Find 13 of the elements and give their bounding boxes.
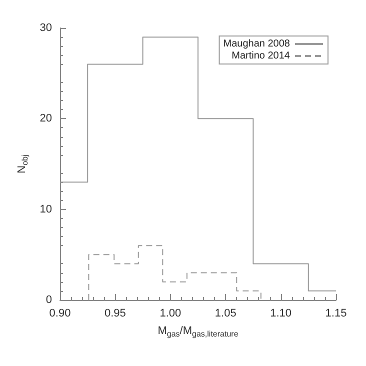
y-tick-label: 20 bbox=[40, 112, 52, 125]
x-tick-label: 1.00 bbox=[160, 308, 182, 320]
y-tick-label: 30 bbox=[40, 22, 52, 34]
x-tick-label: 1.05 bbox=[214, 308, 236, 320]
legend-label: Martino 2014 bbox=[232, 50, 290, 62]
x-tick-label: 1.15 bbox=[325, 308, 347, 320]
x-tick-label: 1.10 bbox=[270, 308, 292, 320]
y-axis-title: Nobj bbox=[16, 154, 30, 174]
y-tick-label: 0 bbox=[46, 294, 52, 306]
legend-label: Maughan 2008 bbox=[223, 38, 290, 50]
y-tick-label: 10 bbox=[40, 203, 52, 216]
x-tick-label: 0.90 bbox=[49, 308, 71, 320]
x-tick-label: 0.95 bbox=[104, 308, 126, 320]
